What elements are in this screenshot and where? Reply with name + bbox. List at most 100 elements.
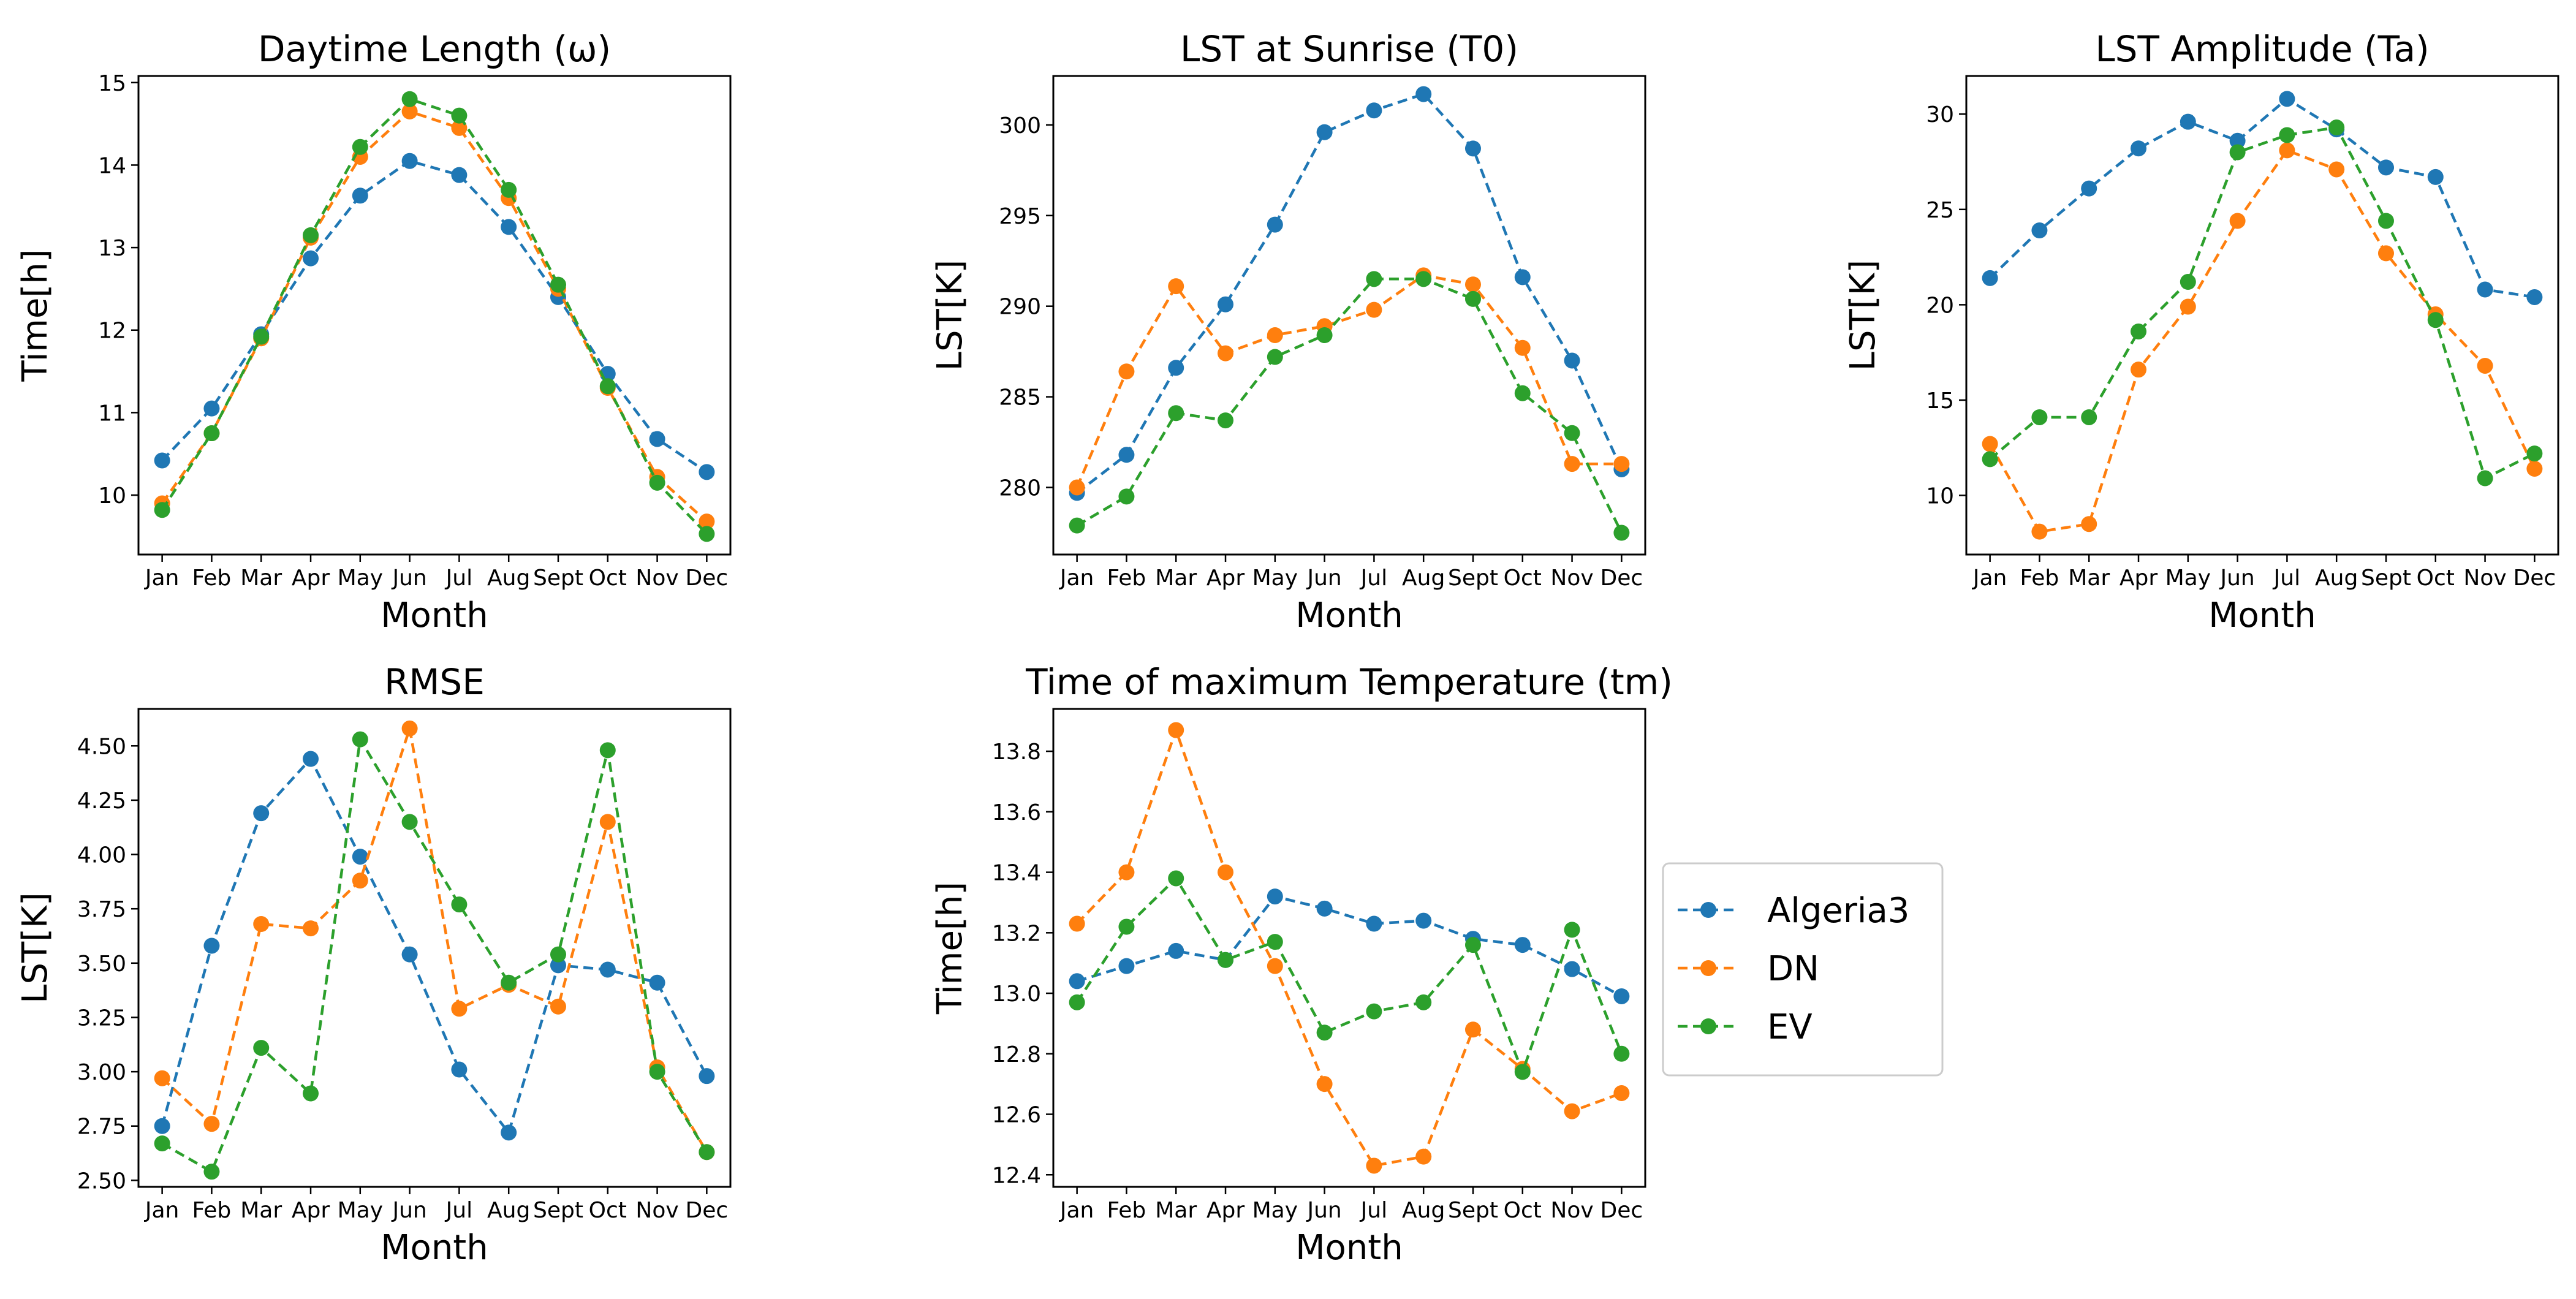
- data-point-algeria3-aug: [1415, 86, 1432, 102]
- x-tick-label: Jul: [1360, 566, 1387, 591]
- data-point-ev-jul: [451, 896, 468, 913]
- chart-1-daytime-length: Daytime Length (ω) Jan Feb Mar Apr May Jun Jul A…: [15, 28, 732, 635]
- series-algeria3: [1069, 888, 1630, 1004]
- y-tick-label: 290: [999, 295, 1041, 320]
- data-point-ev-jun: [1316, 327, 1333, 344]
- y-tick-label: 13: [98, 236, 126, 261]
- series-line-ev: [1076, 278, 1623, 534]
- data-point-algeria3-jun: [1316, 124, 1333, 140]
- series-line-dn: [161, 728, 708, 1153]
- data-point-algeria3-oct: [1514, 937, 1531, 953]
- data-point-algeria3-sept: [1464, 140, 1481, 157]
- data-point-ev-sept: [550, 946, 566, 963]
- data-point-ev-mar: [2081, 409, 2097, 425]
- y-tick-label: 13.8: [992, 740, 1041, 765]
- data-point-ev-jun: [2229, 144, 2246, 161]
- y-tick-label: 4.50: [77, 734, 126, 759]
- x-axis-label: Month: [381, 596, 488, 635]
- series-dn: [1982, 142, 2543, 540]
- y-tick-label: 3.50: [77, 952, 126, 977]
- chart-title: Time of maximum Temperature (tm): [1025, 661, 1673, 703]
- x-tick-label: Apr: [292, 566, 330, 591]
- data-point-ev-apr: [303, 227, 319, 243]
- data-point-ev-aug: [501, 181, 517, 198]
- series-algeria3: [1069, 86, 1630, 501]
- data-point-dn-aug: [2328, 161, 2345, 178]
- data-point-algeria3-mar: [253, 805, 270, 822]
- y-tick-label: 3.75: [77, 897, 126, 922]
- data-point-ev-may: [352, 138, 368, 155]
- data-point-dn-mar: [2081, 516, 2097, 532]
- legend-item-ev: EV: [1678, 1007, 1813, 1047]
- y-tick-label: 300: [999, 113, 1041, 138]
- data-point-ev-mar: [1168, 870, 1184, 887]
- chart-title: Daytime Length (ω): [258, 28, 611, 70]
- y-tick-label: 14: [98, 153, 126, 178]
- y-tick-label: 3.00: [77, 1060, 126, 1085]
- data-point-dn-feb: [203, 1116, 220, 1132]
- y-tick-label: 4.25: [77, 789, 126, 814]
- y-axis-label: LST[K]: [1843, 260, 1883, 371]
- y-tick-label: 295: [999, 204, 1041, 229]
- y-tick-label: 13.6: [992, 800, 1041, 825]
- chart-2-lst-at-sunrise-t0: LST at Sunrise (T0) Jan Feb Mar Apr May Jun Jul…: [930, 28, 1646, 635]
- data-point-algeria3-aug: [501, 1124, 517, 1141]
- data-point-algeria3-nov: [649, 974, 665, 991]
- y-tick-label: 2.50: [77, 1168, 126, 1194]
- data-point-ev-jul: [1366, 271, 1382, 287]
- x-axis-label: Month: [381, 1228, 488, 1268]
- data-point-algeria3-jun: [401, 153, 418, 169]
- legend: Algeria3 DN EV: [1662, 862, 1944, 1077]
- y-tick-label: 285: [999, 385, 1041, 411]
- data-point-algeria3-apr: [303, 751, 319, 767]
- data-point-dn-may: [1267, 327, 1283, 344]
- y-axis-label: LST[K]: [930, 260, 970, 371]
- x-tick-label: Jan: [144, 566, 180, 591]
- data-point-dn-apr: [1218, 864, 1234, 881]
- y-tick-label: 2.75: [77, 1115, 126, 1140]
- series-line-ev: [161, 97, 708, 535]
- data-point-dn-oct: [1514, 339, 1531, 356]
- data-point-ev-sept: [550, 276, 566, 293]
- y-tick-label: 12.8: [992, 1042, 1041, 1067]
- data-point-dn-dec: [1613, 1085, 1630, 1101]
- data-point-dn-jun: [2229, 213, 2246, 229]
- data-point-algeria3-feb: [2031, 222, 2048, 239]
- series-algeria3: [1982, 91, 2543, 305]
- x-tick-label: Jul: [445, 566, 472, 591]
- series-line-algeria3: [161, 159, 708, 474]
- series-dn: [1069, 267, 1630, 496]
- data-point-algeria3-dec: [699, 464, 715, 480]
- data-point-algeria3-nov: [1564, 961, 1580, 977]
- chart-3-lst-amplitude-ta: LST Amplitude (Ta) Jan Feb Mar Apr May Jun Jul A…: [1843, 28, 2559, 635]
- data-point-algeria3-apr: [303, 250, 319, 267]
- series-ev: [1069, 271, 1630, 541]
- data-point-dn-jun: [401, 103, 418, 119]
- data-point-ev-nov: [649, 474, 665, 491]
- data-point-dn-apr: [2131, 362, 2147, 378]
- series-algeria3: [154, 751, 715, 1141]
- data-point-dn-sept: [2377, 245, 2394, 262]
- data-point-dn-jul: [451, 1001, 468, 1017]
- data-point-ev-aug: [501, 974, 517, 991]
- x-tick-label: Feb: [192, 1198, 232, 1223]
- data-point-dn-may: [352, 873, 368, 889]
- data-point-ev-jul: [2279, 127, 2295, 143]
- x-tick-label: Jun: [391, 1198, 426, 1223]
- data-point-ev-feb: [203, 425, 220, 442]
- data-point-dn-dec: [1613, 456, 1630, 472]
- data-point-ev-nov: [2477, 470, 2493, 487]
- data-point-dn-dec: [699, 513, 715, 530]
- data-point-ev-jan: [1069, 994, 1085, 1010]
- x-axis-label: Month: [1295, 596, 1403, 635]
- series-line-dn: [161, 110, 708, 523]
- data-point-algeria3-dec: [2526, 289, 2543, 305]
- x-tick-label: Nov: [1550, 1198, 1593, 1223]
- data-point-ev-mar: [253, 328, 270, 345]
- x-tick-label: Dec: [686, 566, 729, 591]
- x-tick-label: Sept: [1448, 566, 1498, 591]
- data-point-algeria3-may: [1267, 888, 1283, 905]
- data-point-dn-jan: [1982, 436, 1998, 452]
- x-tick-label: Jan: [1059, 566, 1094, 591]
- x-tick-label: Apr: [1207, 566, 1244, 591]
